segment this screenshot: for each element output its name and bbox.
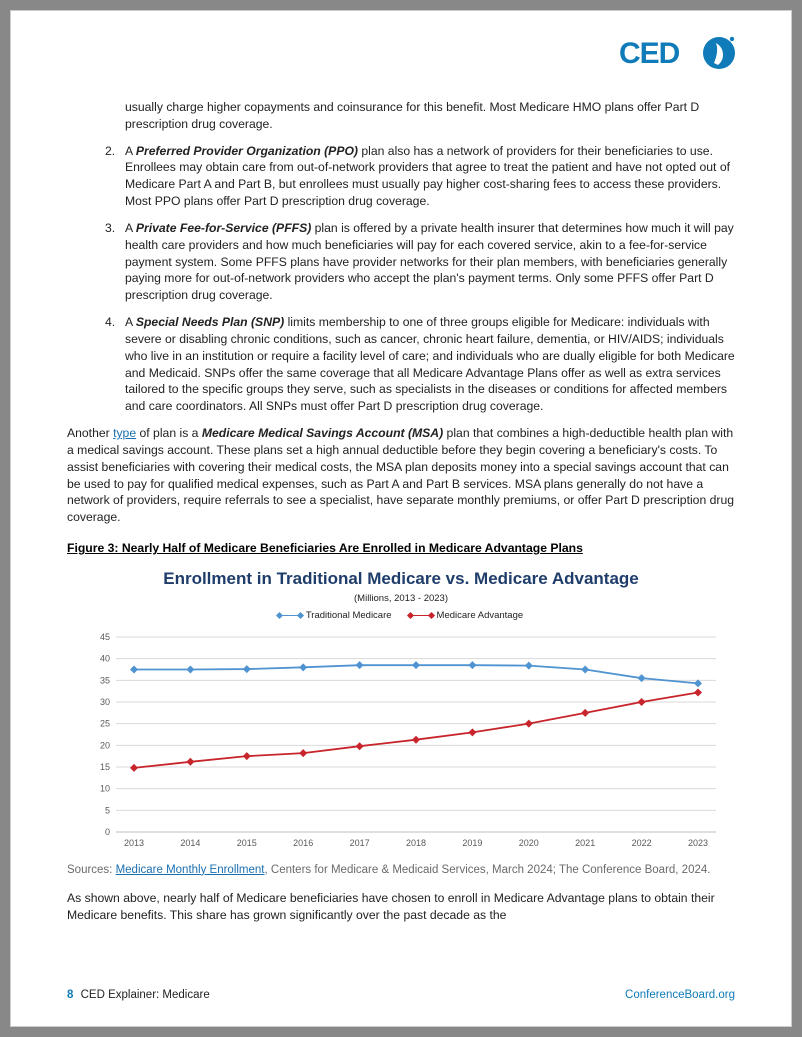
document-page: CED usually charge higher copayments and…: [10, 10, 792, 1027]
svg-text:45: 45: [100, 632, 110, 642]
type-link[interactable]: type: [113, 426, 136, 440]
legend-swatch-icon: [279, 615, 301, 616]
plan-item-ppo: 2. A Preferred Provider Organization (PP…: [125, 143, 735, 210]
svg-text:30: 30: [100, 697, 110, 707]
list-number: 3.: [105, 220, 115, 237]
plan-lead: A: [125, 221, 136, 235]
sources-rest: , Centers for Medicare & Medicaid Servic…: [265, 864, 711, 876]
msa-pre: Another: [67, 426, 113, 440]
plan-list: 2. A Preferred Provider Organization (PP…: [67, 143, 735, 415]
svg-text:35: 35: [100, 675, 110, 685]
svg-text:2020: 2020: [519, 838, 539, 848]
svg-text:2015: 2015: [237, 838, 257, 848]
svg-text:2014: 2014: [180, 838, 200, 848]
svg-text:25: 25: [100, 718, 110, 728]
closing-paragraph: As shown above, nearly half of Medicare …: [67, 890, 735, 924]
legend-label: Medicare Advantage: [437, 609, 524, 622]
svg-text:5: 5: [105, 805, 110, 815]
chart-legend: Traditional Medicare Medicare Advantage: [67, 609, 735, 622]
svg-text:2018: 2018: [406, 838, 426, 848]
sources-link[interactable]: Medicare Monthly Enrollment: [116, 864, 265, 876]
intro-paragraph-continuation: usually charge higher copayments and coi…: [125, 99, 735, 133]
doc-title: CED Explainer: Medicare: [81, 989, 210, 1001]
plan-term: Private Fee-for-Service (PFFS): [136, 221, 311, 235]
msa-mid: of plan is a: [136, 426, 202, 440]
svg-text:2017: 2017: [350, 838, 370, 848]
svg-text:20: 20: [100, 740, 110, 750]
legend-item-advantage: Medicare Advantage: [410, 609, 524, 622]
plan-body: limits membership to one of three groups…: [125, 315, 735, 413]
plan-term: Special Needs Plan (SNP): [136, 315, 284, 329]
msa-term: Medicare Medical Savings Account (MSA): [202, 426, 443, 440]
svg-text:2022: 2022: [632, 838, 652, 848]
ced-logo: CED: [619, 33, 739, 78]
svg-text:2021: 2021: [575, 838, 595, 848]
plan-lead: A: [125, 315, 136, 329]
svg-text:0: 0: [105, 827, 110, 837]
chart-title: Enrollment in Traditional Medicare vs. M…: [67, 567, 735, 590]
list-number: 2.: [105, 143, 115, 160]
msa-rest: plan that combines a high-deductible hea…: [67, 426, 734, 524]
plan-lead: A: [125, 144, 136, 158]
svg-text:2016: 2016: [293, 838, 313, 848]
chart-sources: Sources: Medicare Monthly Enrollment, Ce…: [67, 863, 735, 879]
figure-caption: Figure 3: Nearly Half of Medicare Benefi…: [67, 540, 735, 557]
plan-term: Preferred Provider Organization (PPO): [136, 144, 358, 158]
legend-item-traditional: Traditional Medicare: [279, 609, 392, 622]
legend-label: Traditional Medicare: [306, 609, 392, 622]
svg-text:10: 10: [100, 783, 110, 793]
sources-pre: Sources:: [67, 864, 116, 876]
plan-item-pffs: 3. A Private Fee-for-Service (PFFS) plan…: [125, 220, 735, 304]
chart-container: Enrollment in Traditional Medicare vs. M…: [67, 567, 735, 857]
svg-text:CED: CED: [619, 37, 680, 70]
footer-site: ConferenceBoard.org: [625, 988, 735, 1004]
legend-swatch-icon: [410, 615, 432, 616]
page-number: 8: [67, 989, 73, 1001]
footer-left: 8 CED Explainer: Medicare: [67, 988, 210, 1004]
svg-text:2019: 2019: [462, 838, 482, 848]
svg-text:2023: 2023: [688, 838, 708, 848]
svg-text:2013: 2013: [124, 838, 144, 848]
page-footer: 8 CED Explainer: Medicare ConferenceBoar…: [67, 988, 735, 1004]
svg-text:40: 40: [100, 653, 110, 663]
list-number: 4.: [105, 314, 115, 331]
plan-item-snp: 4. A Special Needs Plan (SNP) limits mem…: [125, 314, 735, 415]
line-chart: 0 5 10 15 20 25 30 35 40 45 2013 2014 2015 2016 2017 20…: [76, 627, 726, 857]
chart-subtitle: (Millions, 2013 - 2023): [67, 592, 735, 605]
svg-text:15: 15: [100, 762, 110, 772]
msa-paragraph: Another type of plan is a Medicare Medic…: [67, 425, 735, 526]
